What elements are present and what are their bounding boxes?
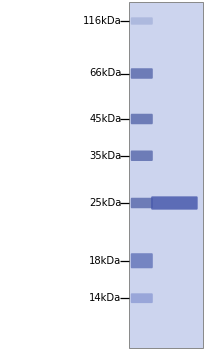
- FancyBboxPatch shape: [131, 68, 153, 79]
- FancyBboxPatch shape: [131, 114, 153, 124]
- Text: 14kDa: 14kDa: [89, 293, 121, 303]
- Text: 116kDa: 116kDa: [83, 16, 121, 26]
- FancyBboxPatch shape: [131, 293, 153, 303]
- Text: 35kDa: 35kDa: [89, 151, 121, 161]
- FancyBboxPatch shape: [131, 150, 153, 161]
- Text: 25kDa: 25kDa: [89, 198, 121, 208]
- FancyBboxPatch shape: [151, 196, 198, 210]
- Text: 18kDa: 18kDa: [89, 256, 121, 266]
- FancyBboxPatch shape: [131, 198, 153, 208]
- FancyBboxPatch shape: [131, 253, 153, 268]
- Bar: [129, 2, 203, 348]
- FancyBboxPatch shape: [131, 17, 153, 25]
- Text: 66kDa: 66kDa: [89, 69, 121, 78]
- Text: 45kDa: 45kDa: [89, 114, 121, 124]
